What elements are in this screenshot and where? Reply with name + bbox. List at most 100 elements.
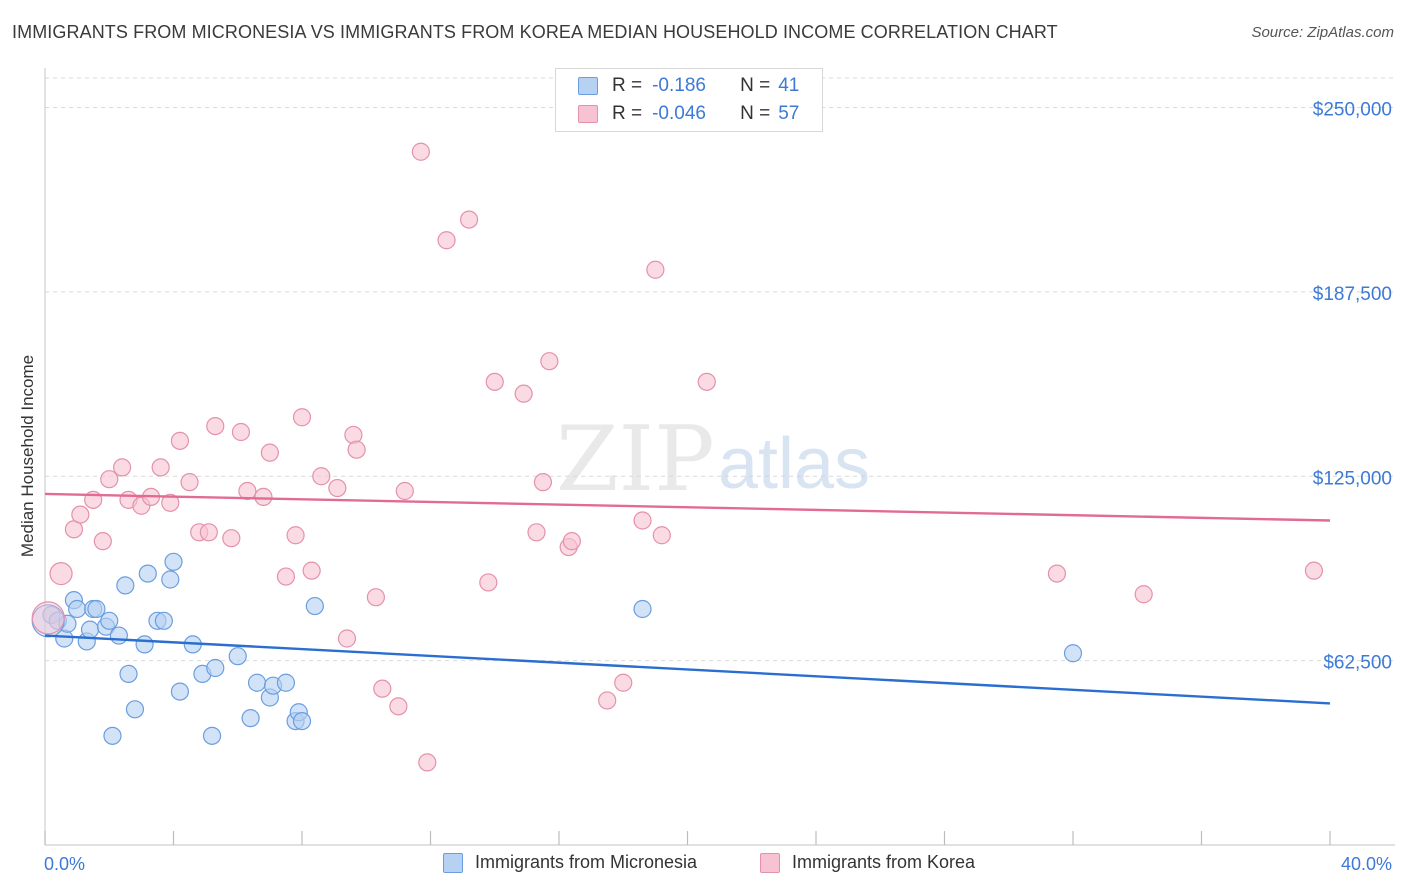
micronesia-trend-line xyxy=(44,634,1331,705)
korea-point xyxy=(71,505,90,524)
micronesia-point xyxy=(1063,644,1083,663)
korea-point xyxy=(598,691,617,710)
korea-point xyxy=(533,473,553,492)
x-tick-label-min: 0.0% xyxy=(44,854,85,874)
korea-point xyxy=(485,372,504,391)
grid-layer xyxy=(45,77,1395,662)
micronesia-point xyxy=(135,635,154,654)
x-tick-label-max: 40.0% xyxy=(1341,854,1392,874)
legend-swatch-micronesia xyxy=(443,852,463,873)
korea-point xyxy=(437,231,456,250)
korea-point xyxy=(1047,564,1067,583)
stats-legend-row-korea: R = -0.046 N = 57 xyxy=(578,102,799,126)
watermark: ZIP atlas xyxy=(556,407,870,512)
korea-point xyxy=(238,481,257,501)
axis-layer xyxy=(44,68,1395,846)
korea-point xyxy=(527,523,546,542)
chart-title: IMMIGRANTS FROM MICRONESIA VS IMMIGRANTS… xyxy=(12,22,1058,42)
korea-point xyxy=(411,142,430,161)
points-layer xyxy=(31,142,1324,772)
korea-point xyxy=(347,440,366,459)
korea-point xyxy=(366,588,385,607)
korea-point xyxy=(170,431,190,450)
n-value: 57 xyxy=(778,103,800,124)
micronesia-point xyxy=(292,711,312,731)
n-label: N = xyxy=(740,75,771,96)
y-tick-label: $187,500 xyxy=(1313,284,1392,305)
korea-point xyxy=(697,372,716,391)
micronesia-point xyxy=(125,700,145,719)
korea-point xyxy=(206,417,225,436)
korea-point xyxy=(395,481,414,501)
micronesia-point xyxy=(228,647,247,666)
korea-point xyxy=(459,210,479,229)
korea-point xyxy=(337,629,357,648)
korea-point xyxy=(112,458,132,477)
r-label: R = xyxy=(612,75,643,96)
korea-point xyxy=(302,561,321,580)
korea-point xyxy=(161,493,180,512)
micronesia-point xyxy=(80,620,100,639)
korea-point xyxy=(312,467,331,486)
tick-label-layer: $62,500 $125,000 $187,500 $250,000 0.0% 40.0% xyxy=(44,100,1392,875)
korea-trend-line xyxy=(44,492,1331,522)
korea-point xyxy=(652,526,671,545)
micronesia-point xyxy=(154,611,173,630)
micronesia-point xyxy=(247,673,267,692)
micronesia-point xyxy=(103,726,122,745)
y-tick-label: $250,000 xyxy=(1313,100,1392,121)
source-credit: Source: ZipAtlas.com xyxy=(1251,24,1394,41)
watermark-zip: ZIP xyxy=(556,407,715,512)
micronesia-point xyxy=(202,726,222,745)
micronesia-point xyxy=(138,564,157,583)
korea-point xyxy=(100,470,119,489)
korea-point xyxy=(540,352,559,371)
micronesia-point xyxy=(161,570,180,589)
stats-legend-row-micronesia: R = -0.186 N = 41 xyxy=(578,74,799,98)
micronesia-point xyxy=(87,599,106,619)
micronesia-point xyxy=(68,599,87,619)
r-value: -0.186 xyxy=(652,75,706,96)
korea-point xyxy=(49,561,73,586)
korea-point xyxy=(646,260,665,279)
korea-point xyxy=(418,753,437,772)
korea-point xyxy=(373,679,392,698)
legend-swatch-korea xyxy=(760,852,780,873)
korea-point xyxy=(389,697,408,716)
korea-point xyxy=(222,529,241,548)
legend-item-micronesia: Immigrants from Micronesia xyxy=(443,852,697,873)
korea-point xyxy=(276,567,296,586)
micronesia-point xyxy=(206,658,225,678)
korea-point xyxy=(199,523,218,542)
korea-point xyxy=(180,473,199,492)
micronesia-swatch xyxy=(578,77,598,95)
korea-point xyxy=(344,425,363,445)
korea-point xyxy=(614,673,633,692)
n-value: 41 xyxy=(778,75,800,96)
micronesia-point xyxy=(100,611,119,630)
micronesia-point xyxy=(170,682,190,701)
korea-point xyxy=(1134,585,1153,604)
micronesia-point xyxy=(633,599,652,619)
korea-point xyxy=(633,511,652,530)
korea-point xyxy=(93,532,112,551)
korea-point xyxy=(260,443,279,462)
r-label: R = xyxy=(612,103,643,124)
y-tick-label: $125,000 xyxy=(1313,468,1392,489)
micronesia-point xyxy=(119,664,138,684)
korea-point xyxy=(328,478,347,498)
micronesia-point xyxy=(164,552,183,571)
korea-point xyxy=(292,408,312,427)
korea-point xyxy=(562,532,581,551)
legend-item-korea: Immigrants from Korea xyxy=(760,852,975,873)
micronesia-point xyxy=(109,626,128,645)
micronesia-point xyxy=(58,614,77,633)
micronesia-point xyxy=(276,673,296,692)
korea-point xyxy=(1304,561,1324,580)
r-value: -0.046 xyxy=(652,103,706,124)
micronesia-point xyxy=(241,709,260,728)
korea-point xyxy=(514,384,533,403)
stats-legend: R = -0.186 N = 41 R = -0.046 N = 57 xyxy=(555,68,823,132)
n-label: N = xyxy=(740,103,771,124)
